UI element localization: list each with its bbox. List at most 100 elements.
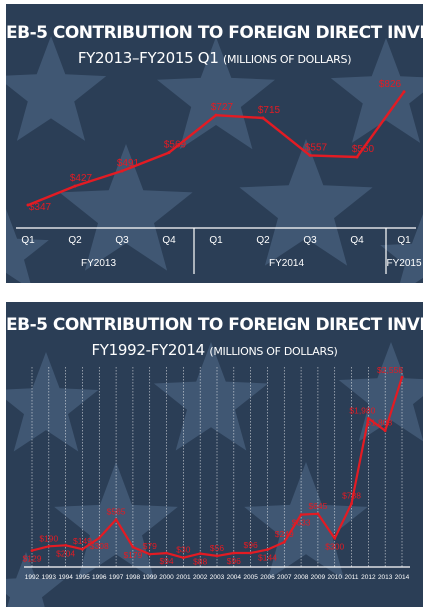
data-label: $565: [107, 507, 126, 517]
data-label: $204: [56, 548, 75, 558]
chart-panel-annual: $129 $190 $204 $149 $308 $565 $179 $79 $94 $30 $88…: [6, 302, 423, 607]
data-label: $347: [29, 202, 52, 213]
data-point: [97, 536, 101, 540]
x-tick-label: 1995: [75, 574, 90, 581]
year-group-label: FY2014: [269, 258, 304, 269]
x-tick-label: 2006: [260, 574, 275, 581]
x-tick-label: 1998: [126, 574, 141, 581]
data-point: [131, 545, 135, 549]
x-tick-label: 1997: [109, 574, 124, 581]
data-point: [249, 551, 253, 555]
data-point: [30, 549, 34, 553]
annual-chart-svg: $129 $190 $204 $149$308 $565 $179$79$94$30$88…: [6, 342, 423, 607]
data-label: $88: [193, 557, 207, 567]
data-label: $190: [39, 533, 58, 543]
x-tick-label: 2009: [311, 574, 326, 581]
chart-subtitle: FY2013–FY2015 Q1 (MILLIONS OF DOLLARS): [6, 49, 423, 67]
data-label: $427: [70, 173, 93, 184]
data-label: $1,808: [366, 418, 392, 428]
data-label: $79: [143, 541, 157, 551]
data-label: $94: [159, 556, 173, 566]
data-point: [299, 513, 303, 517]
data-point: [261, 116, 265, 120]
data-label: $249: [275, 529, 294, 539]
x-tick-label: 2005: [243, 574, 258, 581]
background-star: [239, 139, 373, 266]
data-point: [26, 203, 30, 207]
chart-panel-quarterly: $347 $427 $491 $569 $727 $715 $557 $550 $826 Q1 Q2…: [6, 4, 423, 283]
data-point: [73, 184, 77, 188]
data-point: [165, 551, 168, 555]
data-label: $826: [379, 79, 402, 90]
data-label: $1,980: [349, 405, 375, 415]
data-point: [266, 548, 269, 551]
data-point: [64, 543, 68, 547]
background-star: [6, 36, 107, 141]
x-tick-label: Q1: [21, 235, 35, 246]
background-star: [244, 462, 368, 580]
year-group-label: FY2015: [386, 258, 421, 269]
data-label: $788: [342, 491, 361, 501]
data-label: $56: [210, 543, 224, 553]
x-tick-label: 2004: [227, 574, 242, 581]
x-tick-label: 2012: [361, 574, 376, 581]
x-tick-label: Q3: [115, 235, 129, 246]
x-tick-label: Q2: [256, 235, 270, 246]
x-tick-label: 2014: [395, 574, 410, 581]
x-tick-label: 2010: [327, 574, 342, 581]
data-label: $569: [164, 140, 187, 151]
x-tick-label: Q1: [209, 235, 223, 246]
x-tick-label: Q1: [397, 235, 411, 246]
data-point: [120, 169, 124, 173]
data-point: [232, 551, 236, 555]
year-group-label: FY2013: [81, 258, 116, 269]
chart-subtitle-range: FY1992-FY2014: [91, 341, 205, 359]
x-tick-label: 1999: [142, 574, 157, 581]
data-label: $727: [211, 102, 234, 113]
x-tick-label: 2011: [345, 574, 359, 581]
data-point: [114, 518, 118, 521]
data-point: [214, 113, 218, 117]
data-point: [402, 90, 406, 94]
background-star: [330, 38, 423, 143]
data-label: $179: [123, 550, 142, 560]
quarterly-chart-svg: $347 $427 $491 $569 $727 $715 $557 $550 $826 Q1 Q2…: [6, 36, 423, 283]
data-point: [215, 554, 219, 558]
x-tick-label: 1996: [92, 574, 107, 581]
background-star: [6, 352, 99, 452]
chart-subtitle-units: (MILLIONS OF DOLLARS): [223, 53, 352, 66]
data-label: $645: [308, 501, 327, 511]
data-point: [282, 540, 286, 544]
background-star: [153, 342, 269, 451]
data-label: $308: [90, 541, 109, 551]
data-point: [167, 151, 171, 155]
data-point: [316, 512, 320, 516]
x-tick-label: Q3: [303, 235, 317, 246]
x-tick-label: 2007: [277, 574, 292, 581]
background-star: [59, 144, 193, 271]
data-label: $557: [305, 142, 328, 153]
background-star: [6, 209, 49, 283]
x-tick-label: 2008: [294, 574, 309, 581]
data-point: [355, 155, 359, 159]
data-label: $96: [227, 556, 241, 566]
data-label: $2,558: [377, 365, 403, 375]
background-star: [6, 552, 64, 607]
x-tick-label: 1993: [42, 574, 57, 581]
data-label: $633: [292, 518, 311, 528]
data-label: $129: [23, 554, 42, 564]
x-tick-label: Q4: [162, 235, 176, 246]
x-tick-label: 2003: [210, 574, 225, 581]
data-point: [181, 556, 185, 560]
x-tick-label: 2013: [378, 574, 393, 581]
background-star: [380, 214, 423, 283]
data-label: $491: [117, 158, 140, 169]
data-label: $550: [352, 144, 375, 155]
x-tick-label: 2001: [176, 574, 191, 581]
chart-title: EB-5 CONTRIBUTION TO FOREIGN DIRECT INVE…: [6, 315, 423, 335]
data-point: [350, 502, 353, 505]
data-point: [198, 552, 202, 555]
data-label: $96: [244, 540, 258, 550]
data-point: [148, 552, 152, 556]
x-tick-label: Q2: [68, 235, 82, 246]
